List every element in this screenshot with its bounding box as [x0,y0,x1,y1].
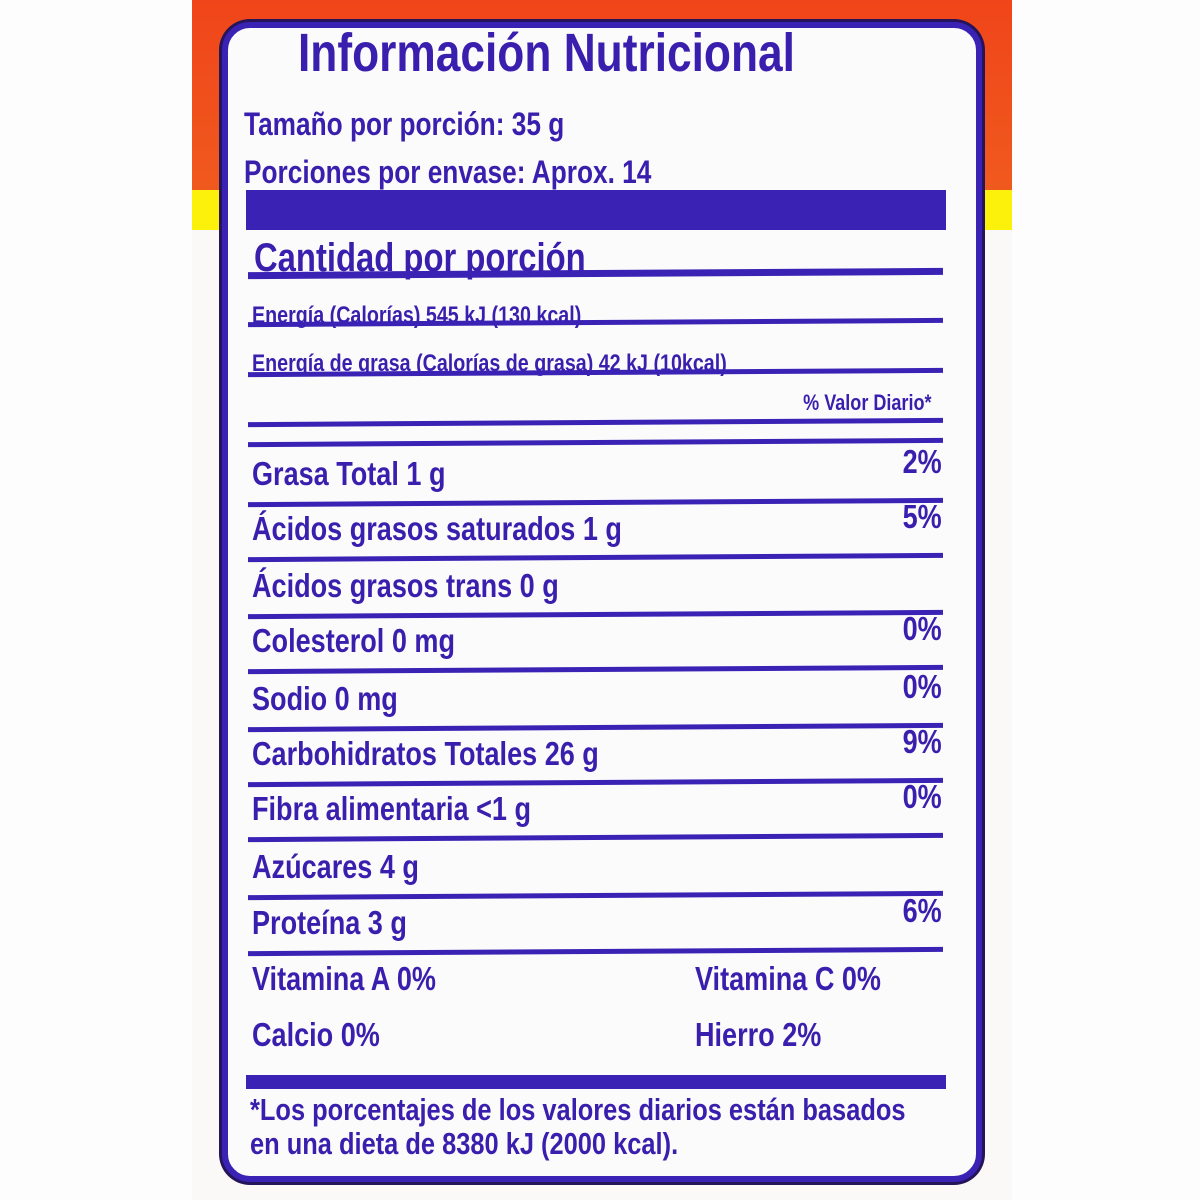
nutrient-label: Fibra alimentaria <1 g [252,790,531,827]
nutrient-label: Grasa Total 1 g [252,455,446,492]
nutrient-label: Ácidos grasos saturados 1 g [252,510,622,547]
vitamin-left: Vitamina A 0% [252,960,436,997]
thick-divider [246,1075,946,1089]
nutrient-daily-value: 0% [902,778,942,815]
nutrient-label: Carbohidratos Totales 26 g [252,735,599,772]
vitamin-left: Calcio 0% [252,1016,380,1053]
nutrient-daily-value: 9% [902,723,942,760]
footnote-line-1: *Los porcentajes de los valores diarios … [250,1092,906,1127]
nutrient-label: Colesterol 0 mg [252,622,456,659]
servings-per-container: Porciones por envase: Aprox. 14 [244,154,652,190]
footnote-line-2: en una dieta de 8380 kJ (2000 kcal). [250,1126,679,1161]
vitamin-right: Hierro 2% [695,1016,822,1053]
nutrient-daily-value: 0% [902,610,942,647]
nutrient-label: Sodio 0 mg [252,680,398,717]
nutrient-daily-value: 0% [902,668,942,705]
serving-size: Tamaño por porción: 35 g [244,106,565,142]
nutrient-label: Ácidos grasos trans 0 g [252,567,559,604]
daily-value-header: % Valor Diario* [803,390,932,415]
nutrient-daily-value: 6% [902,892,942,929]
thick-divider [246,190,946,230]
label-title: Información Nutricional [298,23,795,83]
vitamin-right: Vitamina C 0% [695,960,881,997]
nutrient-daily-value: 5% [902,498,942,535]
nutrient-label: Proteína 3 g [252,904,407,941]
nutrient-daily-value: 2% [902,443,942,480]
nutrient-label: Azúcares 4 g [252,848,419,885]
